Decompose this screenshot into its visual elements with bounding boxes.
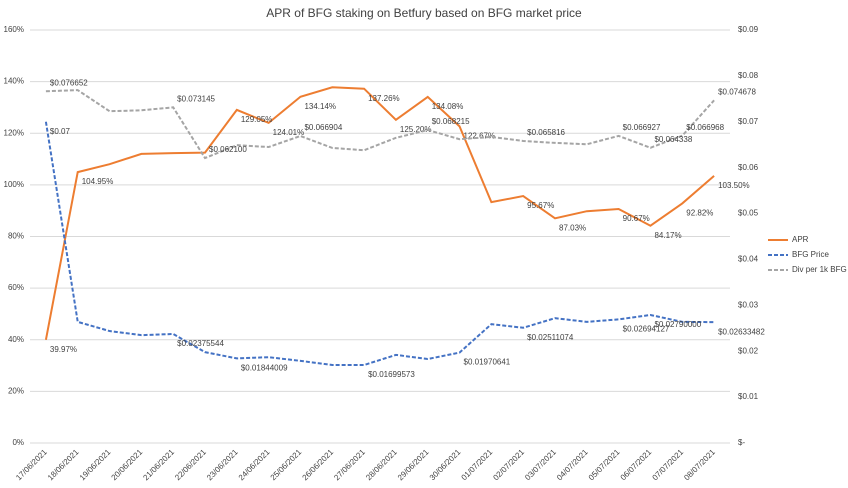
data-label: 95.67% [527,201,554,210]
x-tick-label: 04/07/2021 [555,447,590,482]
y2-tick-label: $0.03 [738,300,759,309]
data-label: 124.01% [273,128,305,137]
x-tick-label: 08/07/2021 [682,447,717,482]
data-label: $0.062100 [209,145,247,154]
x-tick-label: 01/07/2021 [460,447,495,482]
x-tick-label: 29/06/2021 [396,447,431,482]
data-label: $0.01699573 [368,370,415,379]
y2-tick-label: $0.07 [738,117,759,126]
x-tick-label: 17/06/2021 [14,447,49,482]
data-label: 90.67% [623,214,650,223]
series-line [45,89,715,160]
y2-tick-label: $0.09 [738,25,759,34]
data-label: $0.01844009 [241,363,288,372]
y-tick-label: 60% [8,283,24,292]
x-tick-label: 21/06/2021 [141,447,176,482]
data-label: $0.01970641 [464,358,511,367]
data-label: 103.50% [718,181,750,190]
legend-label: BFG Price [792,250,829,259]
y2-tick-label: $0.04 [738,255,759,264]
x-tick-label: 22/06/2021 [173,447,208,482]
data-label: $0.07 [50,127,71,136]
data-label: $0.066927 [623,123,661,132]
x-tick-label: 26/06/2021 [300,447,335,482]
data-label: $0.02790000 [654,320,701,329]
data-label: $0.073145 [177,94,215,103]
data-label: $0.076652 [50,78,88,87]
series-line [44,121,715,367]
y-tick-label: 20% [8,386,24,395]
x-tick-label: 02/07/2021 [491,447,526,482]
data-label: 125.20% [400,125,432,134]
data-label: $0.02511074 [527,333,574,342]
y2-tick-label: $0.05 [738,209,759,218]
data-label: $0.068215 [432,117,470,126]
y2-tick-label: $0.08 [738,71,759,80]
x-tick-label: 19/06/2021 [78,447,113,482]
x-tick-label: 24/06/2021 [237,447,272,482]
data-label: 134.14% [304,102,336,111]
legend-label: APR [792,235,809,244]
y-tick-label: 40% [8,335,24,344]
data-label: 87.03% [559,223,586,232]
x-tick-label: 23/06/2021 [205,447,240,482]
y-tick-label: 120% [4,128,24,137]
data-label: $0.066904 [304,123,342,132]
legend-label: Div per 1k BFG [792,265,847,274]
x-tick-label: 28/06/2021 [364,447,399,482]
data-label: $0.074678 [718,87,756,96]
y-tick-label: 0% [12,438,24,447]
chart-title: APR of BFG staking on Betfury based on B… [266,6,582,20]
x-tick-label: 20/06/2021 [110,447,145,482]
x-tick-label: 27/06/2021 [332,447,367,482]
data-label: $0.066968 [686,123,724,132]
x-tick-label: 06/07/2021 [619,447,654,482]
data-label: $0.02694127 [623,324,670,333]
x-tick-label: 07/07/2021 [650,447,685,482]
data-label: $0.02633482 [718,327,765,336]
x-tick-label: 05/07/2021 [587,447,622,482]
data-label: $0.02375544 [177,339,224,348]
y2-tick-label: $- [738,438,745,447]
data-label: 39.97% [50,345,77,354]
y2-tick-label: $0.06 [738,163,759,172]
x-tick-label: 30/06/2021 [428,447,463,482]
y-tick-label: 160% [4,25,24,34]
data-label: $0.065816 [527,128,565,137]
y-tick-label: 100% [4,180,24,189]
data-label: 84.17% [654,231,681,240]
data-label: 122.67% [464,131,496,140]
x-tick-label: 25/06/2021 [269,447,304,482]
y-tick-label: 140% [4,77,24,86]
y2-tick-label: $0.01 [738,392,759,401]
series-line [44,86,715,341]
data-label: 134.08% [432,102,464,111]
data-label: $0.064338 [654,135,692,144]
data-label: 104.95% [82,177,114,186]
data-label: 129.05% [241,115,273,124]
y2-tick-label: $0.02 [738,346,759,355]
y-tick-label: 80% [8,232,24,241]
x-tick-label: 18/06/2021 [46,447,81,482]
data-label: 137.26% [368,94,400,103]
x-tick-label: 03/07/2021 [523,447,558,482]
data-label: 92.82% [686,209,713,218]
